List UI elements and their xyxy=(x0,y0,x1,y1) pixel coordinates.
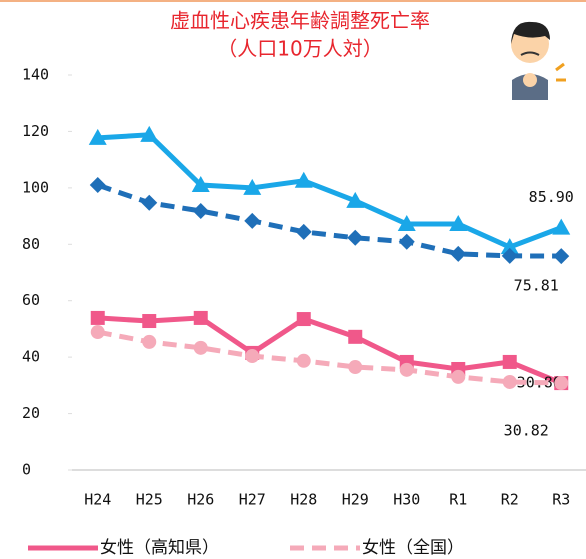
marker xyxy=(194,341,208,355)
y-tick-label: 100 xyxy=(22,178,49,196)
series-line xyxy=(98,332,562,383)
y-tick-label: 140 xyxy=(22,66,49,84)
x-tick-label: H27 xyxy=(239,491,266,509)
marker xyxy=(400,363,414,377)
marker xyxy=(296,224,312,240)
series-line xyxy=(98,185,562,256)
x-tick-label: H30 xyxy=(393,491,420,509)
data-label: 75.81 xyxy=(514,277,559,295)
x-tick-label: H26 xyxy=(187,491,214,509)
marker xyxy=(142,314,156,328)
chart: 虚血性心疾患年齢調整死亡率 （人口10万人対） 0 20 40 60 80 100 120 1… xyxy=(0,0,586,559)
marker xyxy=(348,330,362,344)
x-tick-label: H24 xyxy=(84,491,111,509)
marker xyxy=(451,370,465,384)
chart-subtitle: （人口10万人対） xyxy=(217,37,382,61)
marker xyxy=(347,230,363,246)
legend-label: 女性（全国） xyxy=(362,538,464,558)
data-label: 85.90 xyxy=(529,188,574,206)
marker xyxy=(194,311,208,325)
marker xyxy=(297,312,311,326)
marker xyxy=(503,375,517,389)
marker xyxy=(450,246,466,262)
marker xyxy=(297,354,311,368)
marker xyxy=(244,213,260,229)
data-label: 30.82 xyxy=(504,422,549,440)
x-tick-label: R1 xyxy=(449,491,467,509)
marker xyxy=(91,325,105,339)
marker xyxy=(552,219,570,235)
marker xyxy=(193,203,209,219)
y-tick-label: 80 xyxy=(22,235,40,253)
chart-title: 虚血性心疾患年齢調整死亡率 xyxy=(170,9,430,33)
y-tick-label: 0 xyxy=(22,461,31,479)
y-tick-label: 40 xyxy=(22,348,40,366)
x-tick-label: H28 xyxy=(290,491,317,509)
marker xyxy=(91,311,105,325)
legend-label: 女性（高知県） xyxy=(100,538,219,558)
marker xyxy=(90,177,106,193)
icon xyxy=(511,22,566,100)
y-tick-label: 20 xyxy=(22,404,40,422)
x-tick-label: H25 xyxy=(136,491,163,509)
series-line xyxy=(98,318,562,383)
marker xyxy=(245,349,259,363)
x-tick-label: R2 xyxy=(501,491,519,509)
series-line xyxy=(98,135,562,247)
marker xyxy=(399,234,415,250)
marker xyxy=(141,195,157,211)
marker xyxy=(553,248,569,264)
y-tick-label: 60 xyxy=(22,291,40,309)
x-tick-label: H29 xyxy=(342,491,369,509)
marker xyxy=(503,355,517,369)
y-tick-label: 120 xyxy=(22,122,49,140)
marker xyxy=(554,376,568,390)
marker xyxy=(142,335,156,349)
marker xyxy=(348,360,362,374)
x-tick-label: R3 xyxy=(552,491,570,509)
